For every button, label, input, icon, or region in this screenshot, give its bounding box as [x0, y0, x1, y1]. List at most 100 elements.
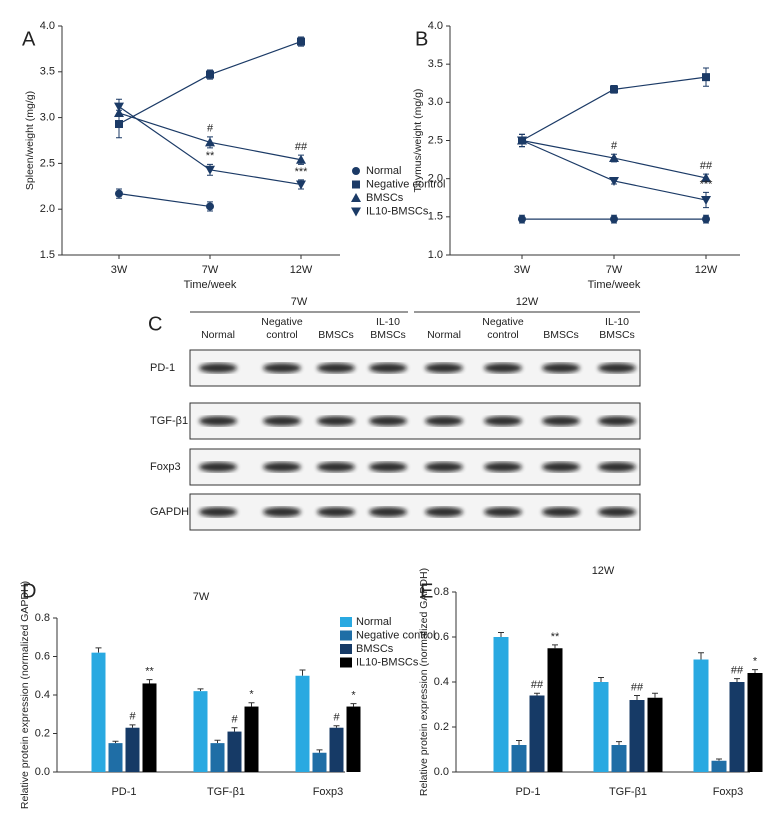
point [297, 37, 305, 46]
point [296, 180, 306, 190]
y-tick-label: 3.0 [40, 112, 55, 124]
bar [593, 682, 609, 772]
chart-title: 7W [193, 591, 210, 603]
lane-label: IL-10 BMSCs [599, 316, 635, 341]
bar [647, 697, 663, 772]
significance-mark: # [129, 711, 136, 723]
point [205, 137, 215, 147]
y-tick-label: 0.2 [434, 721, 449, 733]
lane-label: Normal [201, 329, 235, 341]
error-bar [752, 669, 758, 673]
legend-marker [351, 207, 361, 217]
y-tick-label: 2.0 [428, 173, 443, 185]
blot-band [263, 363, 301, 373]
y-tick-label: 1.5 [428, 211, 443, 223]
x-tick-label: PD-1 [111, 786, 136, 798]
blot-band [263, 462, 301, 472]
y-tick-label: 0.4 [35, 689, 50, 701]
row-label: GAPDH [150, 506, 189, 518]
x-tick-label: Foxp3 [713, 786, 744, 798]
legend-marker [352, 180, 360, 189]
point [518, 215, 526, 224]
point [702, 73, 710, 82]
panel-label: C [148, 313, 162, 335]
significance-mark: ** [206, 150, 215, 162]
y-tick-label: 3.5 [428, 58, 443, 70]
y-tick-label: 0.0 [434, 766, 449, 778]
point [610, 85, 618, 94]
significance-mark: * [351, 690, 356, 702]
legend-swatch [340, 657, 352, 668]
significance-mark: # [611, 140, 618, 152]
significance-mark: # [207, 123, 214, 135]
x-tick-label: Foxp3 [313, 786, 344, 798]
bar [346, 706, 361, 772]
significance-mark: ## [631, 681, 644, 693]
lane-label: Negative control [261, 316, 303, 341]
blot-band [263, 416, 301, 426]
point [701, 196, 711, 206]
error-bar [231, 727, 238, 732]
blot-band [317, 363, 355, 373]
error-bar [734, 678, 740, 682]
point [115, 120, 123, 129]
y-tick-label: 4.0 [428, 20, 443, 32]
legend-label: Negative control [356, 629, 436, 641]
bar [493, 637, 509, 772]
group-label: 12W [516, 296, 539, 308]
y-tick-label: 0.6 [434, 631, 449, 643]
bar [329, 727, 344, 772]
x-tick-label: 12W [290, 264, 313, 276]
significance-mark: # [333, 712, 340, 724]
error-bar [652, 692, 658, 698]
row-label: TGF-β1 [150, 415, 188, 427]
x-tick-label: TGF-β1 [609, 786, 647, 798]
error-bar [316, 749, 323, 753]
y-axis-label: Spleen/weight (mg/g) [24, 91, 36, 190]
bar [312, 752, 327, 772]
bar [91, 652, 106, 772]
error-bar [634, 695, 640, 700]
blot-band [542, 363, 580, 373]
bar [210, 743, 225, 772]
y-tick-label: 2.5 [40, 157, 55, 169]
significance-mark: # [231, 714, 238, 726]
point [609, 153, 619, 163]
significance-mark: ** [551, 631, 560, 643]
y-tick-label: 3.5 [40, 66, 55, 78]
blot-band [542, 507, 580, 517]
error-bar [112, 740, 119, 744]
significance-mark: *** [700, 178, 714, 190]
legend-swatch [340, 630, 352, 641]
row-label: PD-1 [150, 362, 175, 374]
significance-mark: *** [295, 166, 309, 178]
bar [711, 760, 727, 772]
point [702, 215, 710, 224]
error-bar [214, 739, 221, 744]
y-tick-label: 0.4 [434, 676, 449, 688]
bar [108, 743, 123, 772]
point [296, 154, 306, 164]
bar [227, 731, 242, 772]
x-tick-label: PD-1 [515, 786, 540, 798]
blot-band [369, 363, 407, 373]
blot-band [317, 416, 355, 426]
blot-band [317, 507, 355, 517]
y-tick-label: 0.0 [35, 766, 50, 778]
y-tick-label: 3.0 [428, 96, 443, 108]
legend-marker [352, 167, 360, 175]
panel-label: E [420, 580, 433, 602]
significance-mark: ## [700, 160, 713, 172]
y-tick-label: 2.5 [428, 134, 443, 146]
blot-band [425, 363, 463, 373]
bar [747, 673, 763, 772]
point [206, 202, 214, 211]
blot-band [598, 363, 636, 373]
error-bar [498, 632, 504, 637]
point [701, 172, 711, 182]
error-bar [146, 679, 153, 684]
blot-band [542, 416, 580, 426]
bar [693, 659, 709, 772]
error-bar [534, 692, 540, 696]
y-tick-label: 4.0 [40, 20, 55, 32]
